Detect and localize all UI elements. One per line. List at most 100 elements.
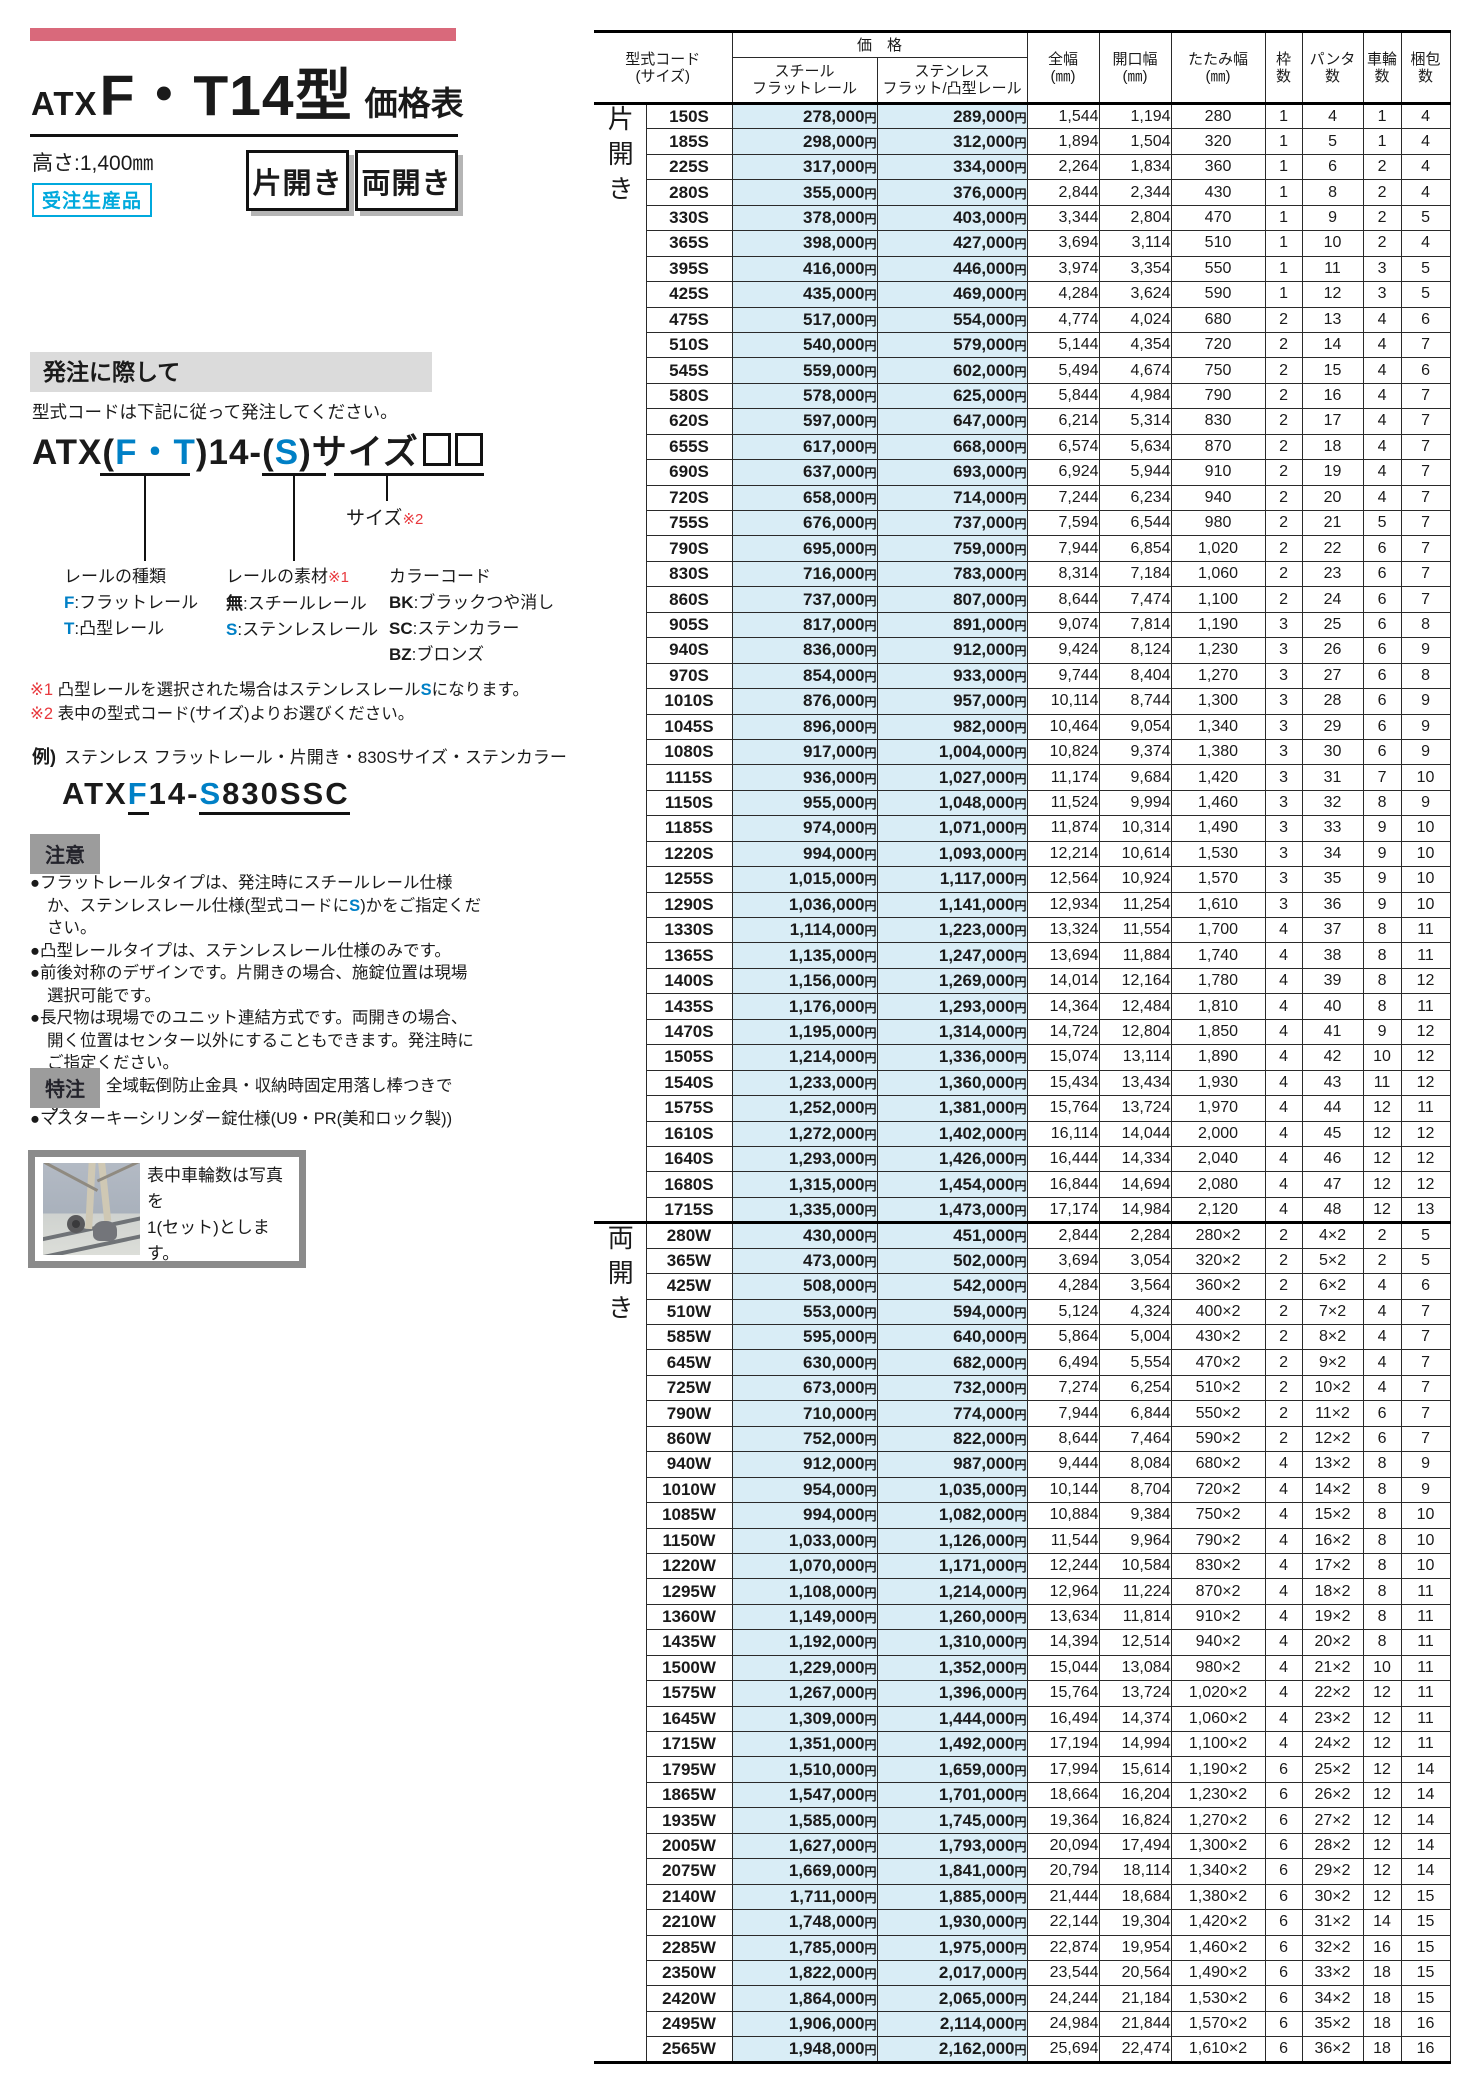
price-steel-cell: 1,108,000円 <box>731 1578 878 1605</box>
yen-unit: 円 <box>864 797 877 812</box>
price-stainless-cell: 1,269,000円 <box>876 967 1028 995</box>
opening-width-cell: 14,334 <box>1098 1145 1172 1173</box>
panta-count-cell: 12×2 <box>1301 1425 1364 1453</box>
folded-width-cell: 1,020 <box>1170 535 1266 562</box>
price-stainless-cell: 2,017,000円 <box>876 1959 1028 1987</box>
column-header-model: 型式コード (サイズ) <box>594 31 733 105</box>
price-stainless-cell: 822,000円 <box>876 1425 1028 1453</box>
price-stainless-cell: 1,426,000円 <box>876 1145 1028 1173</box>
frame-count-cell: 1 <box>1264 255 1303 283</box>
wheel-count-cell: 12 <box>1362 1120 1402 1147</box>
folded-width-cell: 320×2 <box>1170 1247 1266 1275</box>
panta-count-cell: 28×2 <box>1301 1832 1364 1860</box>
price-steel-cell: 553,000円 <box>731 1298 878 1326</box>
yen-unit: 円 <box>1014 1839 1027 1854</box>
package-count-cell: 9 <box>1400 1451 1451 1478</box>
model-code-cell: 1500W <box>645 1654 733 1682</box>
frame-count-cell: 4 <box>1264 916 1303 944</box>
legend-item: T:凸型レール <box>64 616 198 642</box>
model-code-diagram: ATX(F・T)14-(S)サイズ <box>32 424 483 475</box>
table-row: 1435W 1,192,000円 1,310,000円 14,394 12,514 940… <box>594 1629 1451 1656</box>
table-row: 365W 473,000円 502,000円 3,694 3,054 320×2 2 5×2 2… <box>594 1247 1451 1275</box>
package-count-cell: 4 <box>1400 179 1451 206</box>
panta-count-cell: 35 <box>1301 866 1364 893</box>
frame-count-cell: 1 <box>1264 179 1303 206</box>
yen-unit: 円 <box>864 1127 877 1142</box>
price-stainless-cell: 682,000円 <box>876 1349 1028 1376</box>
accent-bar <box>30 28 456 41</box>
yen-unit: 円 <box>864 1051 877 1066</box>
table-row: 720S 658,000円 714,000円 7,244 6,234 940 2 20 4 7 <box>594 484 1451 512</box>
yen-unit: 円 <box>864 1153 877 1168</box>
table-row: 2495W 1,906,000円 2,114,000円 24,984 21,844 1,5… <box>594 2010 1451 2038</box>
wheel-count-cell: 6 <box>1362 560 1402 588</box>
wheel-count-cell: 8 <box>1362 1527 1402 1554</box>
folded-width-cell: 720 <box>1170 331 1266 359</box>
frame-count-cell: 4 <box>1264 1069 1303 1097</box>
size-note-mark: ※2 <box>402 511 424 528</box>
opening-width-cell: 8,124 <box>1098 637 1172 664</box>
table-row: 1045S 896,000円 982,000円 10,464 9,054 1,340 3 29… <box>594 713 1451 740</box>
opening-width-cell: 6,844 <box>1098 1400 1172 1427</box>
table-row: 655S 617,000円 668,000円 6,574 5,634 870 2 18 4 7 <box>594 433 1451 461</box>
frame-count-cell: 1 <box>1264 204 1303 232</box>
frame-count-cell: 3 <box>1264 840 1303 868</box>
opening-width-cell: 11,254 <box>1098 891 1172 919</box>
opening-width-cell: 18,114 <box>1098 1858 1172 1885</box>
price-stainless-cell: 1,659,000円 <box>876 1756 1028 1783</box>
yen-unit: 円 <box>864 1738 877 1753</box>
price-steel-cell: 617,000円 <box>731 433 878 461</box>
panta-count-cell: 40 <box>1301 993 1364 1020</box>
model-code-cell: 585W <box>645 1323 733 1351</box>
model-code-cell: 1010W <box>645 1476 733 1504</box>
yen-unit: 円 <box>1014 364 1027 379</box>
panta-count-cell: 42 <box>1301 1044 1364 1071</box>
wheel-count-cell: 12 <box>1362 1196 1402 1224</box>
table-row: 940S 836,000円 912,000円 9,424 8,124 1,230 3 26 6 9 <box>594 637 1451 664</box>
yen-unit: 円 <box>1014 313 1027 328</box>
price-stainless-cell: 957,000円 <box>876 688 1028 715</box>
yen-unit: 円 <box>1014 1229 1027 1244</box>
price-stainless-cell: 1,885,000円 <box>876 1883 1028 1911</box>
folded-width-cell: 1,740 <box>1170 942 1266 969</box>
total-width-cell: 2,844 <box>1026 1221 1100 1249</box>
total-width-cell: 17,194 <box>1026 1730 1100 1758</box>
panta-count-cell: 21×2 <box>1301 1654 1364 1682</box>
table-row: 2350W 1,822,000円 2,017,000円 23,544 20,564 1,4… <box>594 1959 1451 1987</box>
wheel-count-cell: 8 <box>1362 1578 1402 1605</box>
frame-count-cell: 2 <box>1264 433 1303 461</box>
package-count-cell: 14 <box>1400 1807 1451 1834</box>
price-steel-cell: 955,000円 <box>731 789 878 817</box>
frame-count-cell: 6 <box>1264 2010 1303 2038</box>
package-count-cell: 11 <box>1400 1730 1451 1758</box>
folded-width-cell: 1,230×2 <box>1170 1781 1266 1809</box>
legend-item-desc: :ステンカラー <box>412 619 520 638</box>
model-code-cell: 545S <box>645 357 733 384</box>
title-rule <box>30 134 458 137</box>
price-steel-cell: 595,000円 <box>731 1323 878 1351</box>
price-stainless-cell: 1,223,000円 <box>876 916 1028 944</box>
opening-width-cell: 4,984 <box>1098 382 1172 410</box>
text-segment: S <box>274 433 300 472</box>
wheel-count-cell: 12 <box>1362 1171 1402 1198</box>
yen-unit: 円 <box>864 542 877 557</box>
wheel-count-cell: 6 <box>1362 662 1402 690</box>
package-count-cell: 11 <box>1400 1654 1451 1682</box>
opening-width-cell: 15,614 <box>1098 1756 1172 1783</box>
legend-item: BK:ブラックつや消し <box>389 590 554 616</box>
footnote-2: ※2 表中の型式コード(サイズ)よりお選びください。 <box>30 700 414 724</box>
yen-unit: 円 <box>1014 1102 1027 1117</box>
yen-unit: 円 <box>1014 1407 1027 1422</box>
model-code-cell: 365W <box>645 1247 733 1275</box>
model-code-cell: 1645W <box>645 1705 733 1733</box>
panta-count-cell: 30×2 <box>1301 1883 1364 1911</box>
total-width-cell: 7,944 <box>1026 1400 1100 1427</box>
frame-count-cell: 1 <box>1264 128 1303 155</box>
package-count-cell: 7 <box>1400 1400 1451 1427</box>
package-count-cell: 15 <box>1400 1959 1451 1987</box>
yen-unit: 円 <box>864 262 877 277</box>
package-count-cell: 9 <box>1400 688 1451 715</box>
text-segment: マスターキーシリンダー錠仕様(U9・PR(美和ロック製)) <box>39 1110 453 1128</box>
legend-item: BZ:ブロンズ <box>389 642 554 668</box>
